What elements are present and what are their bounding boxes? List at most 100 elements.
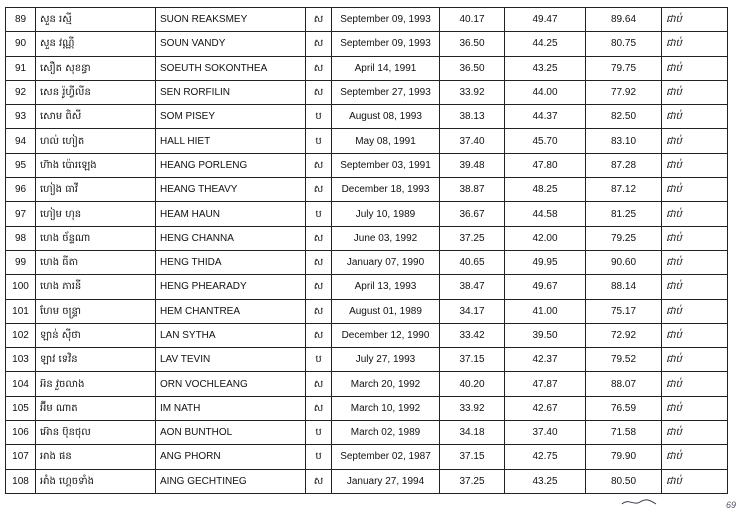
sex-cell: ស — [305, 225, 332, 251]
latin-name-cell: SEN RORFILIN — [155, 79, 306, 106]
sex-cell: ស — [305, 55, 332, 81]
results-table-body: 89 សួន រស្មី SUON REAKSMEY ស September 09, 1… — [5, 6, 728, 494]
table-row: 107 អាង ផន ANG PHORN ប September 02, 1987 37.… — [5, 444, 728, 470]
score-2-cell: 42.75 — [504, 444, 586, 470]
sex-cell: ស — [305, 79, 332, 106]
table-row: 90 សួន វណ្ណី SOUN VANDY ស September 09, 1993… — [5, 31, 728, 57]
score-1-cell: 37.15 — [439, 444, 505, 470]
row-number-cell: 93 — [5, 104, 36, 130]
table-row: 108 អាំង ហ្គេចទាំង AING GECHTINEG ស January … — [5, 468, 728, 494]
khmer-name-cell: ហ៊ាង ប៉ោរឡេង — [35, 152, 156, 179]
score-2-cell: 47.87 — [504, 371, 586, 397]
score-2-cell: 49.67 — [504, 274, 586, 300]
table-row: 89 សួន រស្មី SUON REAKSMEY ស September 09, 1… — [5, 6, 728, 33]
latin-name-cell: HEANG THEAVY — [155, 177, 306, 203]
date-of-birth-cell: September 02, 1987 — [331, 444, 440, 470]
sex-cell: ស — [305, 322, 332, 349]
date-of-birth-cell: December 18, 1993 — [331, 177, 440, 203]
table-row: 102 ឡាន់ ស៊ីថា LAN SYTHA ស December 12, 1990… — [5, 322, 728, 349]
result-cell: ជាប់ — [661, 104, 728, 130]
latin-name-cell: AON BUNTHOL — [155, 420, 306, 446]
sex-cell: ប — [305, 420, 332, 446]
table-row: 94 ហល់ ហៀត HALL HIET ប May 08, 1991 37.40 45.7… — [5, 128, 728, 154]
row-number-cell: 91 — [5, 55, 36, 81]
date-of-birth-cell: January 07, 1990 — [331, 249, 440, 276]
score-1-cell: 36.50 — [439, 55, 505, 81]
khmer-name-cell: ហេង ធីតា — [35, 249, 156, 276]
score-1-cell: 33.92 — [439, 79, 505, 106]
date-of-birth-cell: April 14, 1991 — [331, 55, 440, 81]
sex-cell: ប — [305, 444, 332, 470]
table-row: 100 ហេង ភារនី HENG PHEARADY ស April 13, 1993… — [5, 274, 728, 300]
sex-cell: ស — [305, 152, 332, 179]
result-cell: ជាប់ — [661, 347, 728, 373]
date-of-birth-cell: July 10, 1989 — [331, 201, 440, 227]
date-of-birth-cell: January 27, 1994 — [331, 468, 440, 494]
result-cell: ជាប់ — [661, 468, 728, 494]
total-score-cell: 79.90 — [585, 444, 662, 470]
total-score-cell: 72.92 — [585, 322, 662, 349]
score-2-cell: 43.25 — [504, 55, 586, 81]
latin-name-cell: LAN SYTHA — [155, 322, 306, 349]
date-of-birth-cell: March 02, 1989 — [331, 420, 440, 446]
latin-name-cell: ORN VOCHLEANG — [155, 371, 306, 397]
score-1-cell: 38.13 — [439, 104, 505, 130]
result-cell: ជាប់ — [661, 55, 728, 81]
latin-name-cell: AING GECHTINEG — [155, 468, 306, 494]
latin-name-cell: HEAM HAUN — [155, 201, 306, 227]
score-2-cell: 45.70 — [504, 128, 586, 154]
score-1-cell: 38.87 — [439, 177, 505, 203]
row-number-cell: 99 — [5, 249, 36, 276]
total-score-cell: 79.75 — [585, 55, 662, 81]
sex-cell: ស — [305, 395, 332, 422]
score-1-cell: 34.18 — [439, 420, 505, 446]
khmer-name-cell: សួន រស្មី — [35, 6, 156, 33]
date-of-birth-cell: December 12, 1990 — [331, 322, 440, 349]
khmer-name-cell: ហេង ច័ន្ទណា — [35, 225, 156, 251]
row-number-cell: 96 — [5, 177, 36, 203]
latin-name-cell: SOUN VANDY — [155, 31, 306, 57]
latin-name-cell: SOEUTH SOKONTHEA — [155, 55, 306, 81]
result-cell: ជាប់ — [661, 395, 728, 422]
result-cell: ជាប់ — [661, 371, 728, 397]
score-1-cell: 36.50 — [439, 31, 505, 57]
khmer-name-cell: អាង ផន — [35, 444, 156, 470]
row-number-cell: 100 — [5, 274, 36, 300]
result-cell: ជាប់ — [661, 6, 728, 33]
sex-cell: ប — [305, 104, 332, 130]
table-row: 91 សឿត សុខន្ធា SOEUTH SOKONTHEA ស April 14, … — [5, 55, 728, 81]
total-score-cell: 82.50 — [585, 104, 662, 130]
result-cell: ជាប់ — [661, 128, 728, 154]
khmer-name-cell: ហៀង ធាវី — [35, 177, 156, 203]
row-number-cell: 106 — [5, 420, 36, 446]
total-score-cell: 79.52 — [585, 347, 662, 373]
table-row: 101 ហែម ចន្ទ្រា HEM CHANTREA ស August 01, 19… — [5, 298, 728, 324]
table-row: 95 ហ៊ាង ប៉ោរឡេង HEANG PORLENG ស September 03… — [5, 152, 728, 179]
khmer-name-cell: ហែម ចន្ទ្រា — [35, 298, 156, 324]
latin-name-cell: HENG PHEARADY — [155, 274, 306, 300]
date-of-birth-cell: April 13, 1993 — [331, 274, 440, 300]
khmer-name-cell: សេន រ៉ូហ្វីលីន — [35, 79, 156, 106]
score-2-cell: 42.67 — [504, 395, 586, 422]
score-2-cell: 49.47 — [504, 6, 586, 33]
result-cell: ជាប់ — [661, 31, 728, 57]
khmer-name-cell: អាំង ហ្គេចទាំង — [35, 468, 156, 494]
khmer-name-cell: ហេង ភារនី — [35, 274, 156, 300]
score-1-cell: 40.17 — [439, 6, 505, 33]
result-cell: ជាប់ — [661, 201, 728, 227]
khmer-name-cell: សួន វណ្ណី — [35, 31, 156, 57]
result-cell: ជាប់ — [661, 79, 728, 106]
table-row: 104 អ៊ន វួចលាង ORN VOCHLEANG ស March 20, 199… — [5, 371, 728, 397]
latin-name-cell: SUON REAKSMEY — [155, 6, 306, 33]
result-cell: ជាប់ — [661, 177, 728, 203]
score-1-cell: 37.25 — [439, 225, 505, 251]
page-corner-mark: 69 — [725, 500, 736, 510]
total-score-cell: 79.25 — [585, 225, 662, 251]
total-score-cell: 80.50 — [585, 468, 662, 494]
khmer-name-cell: ហៀម ហុន — [35, 201, 156, 227]
result-cell: ជាប់ — [661, 249, 728, 276]
total-score-cell: 76.59 — [585, 395, 662, 422]
date-of-birth-cell: March 20, 1992 — [331, 371, 440, 397]
results-table: 89 សួន រស្មី SUON REAKSMEY ស September 09, 1… — [5, 6, 728, 494]
total-score-cell: 81.25 — [585, 201, 662, 227]
